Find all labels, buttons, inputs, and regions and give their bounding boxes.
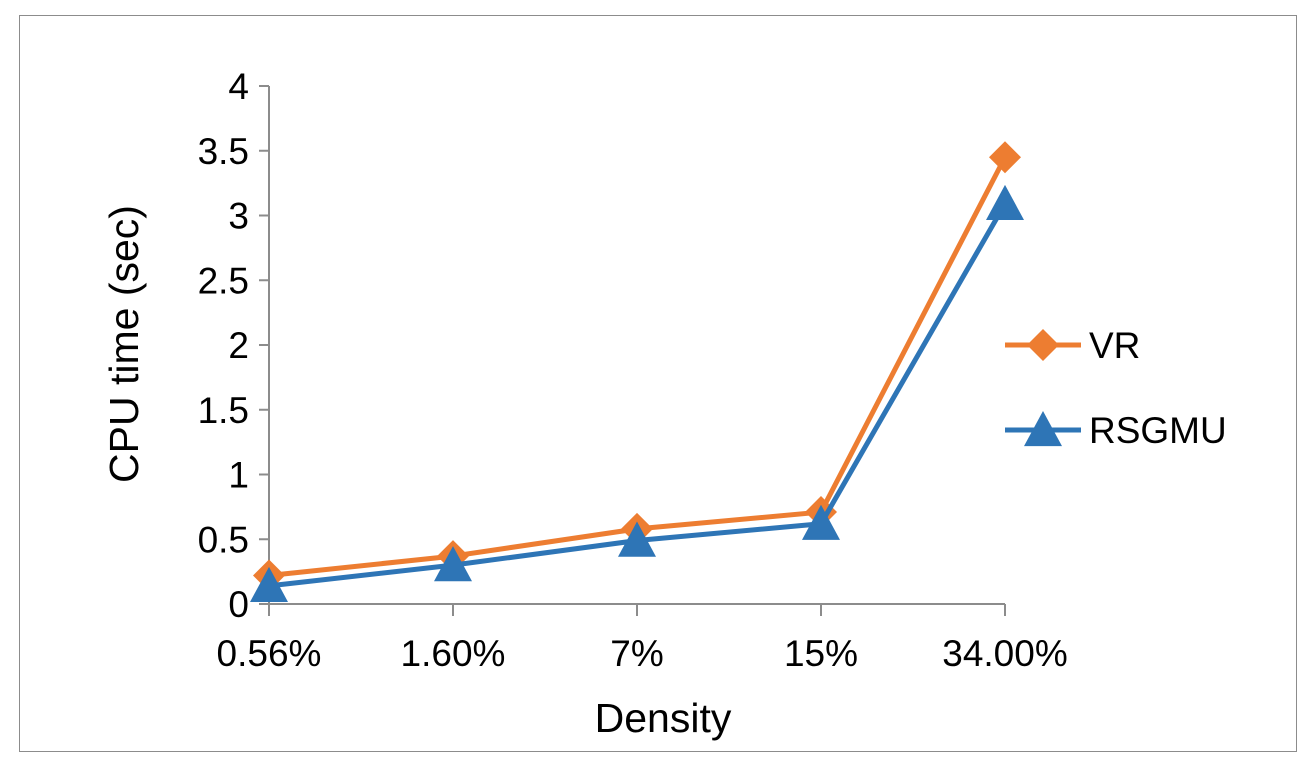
x-axis: 0.56% 1.60% 7% 15% 34.00% bbox=[217, 603, 1068, 674]
legend-item-rsgmu: RSGMU bbox=[1005, 410, 1227, 451]
y-axis-title: CPU time (sec) bbox=[101, 205, 147, 483]
y-tick-label: 2.5 bbox=[198, 260, 249, 301]
y-tick-label: 0 bbox=[228, 584, 249, 625]
x-axis-title: Density bbox=[595, 695, 732, 741]
x-tick-label: 7% bbox=[610, 633, 663, 674]
legend-item-vr: VR bbox=[1005, 325, 1140, 366]
legend: VR RSGMU bbox=[1005, 325, 1227, 451]
y-tick-label: 3.5 bbox=[198, 131, 249, 172]
y-tick-label: 1.5 bbox=[198, 390, 249, 431]
chart-frame: 0 0.5 1 1.5 2 2.5 3 3.5 4 0.56% 1.60% 7% 15% 34.00% … bbox=[19, 15, 1297, 752]
y-tick-label: 4 bbox=[228, 66, 249, 107]
data-point bbox=[618, 521, 656, 557]
legend-marker bbox=[1027, 329, 1059, 361]
y-tick-label: 3 bbox=[228, 196, 249, 237]
data-point bbox=[986, 184, 1024, 220]
x-tick-label: 34.00% bbox=[942, 633, 1068, 674]
series-layer bbox=[250, 141, 1024, 603]
data-point bbox=[802, 504, 840, 540]
x-tick-label: 15% bbox=[784, 633, 858, 674]
legend-marker bbox=[1024, 411, 1062, 447]
y-tick-label: 2 bbox=[228, 325, 249, 366]
y-tick-label: 1 bbox=[228, 455, 249, 496]
data-point bbox=[989, 141, 1021, 174]
legend-label: VR bbox=[1089, 325, 1140, 366]
x-tick-label: 1.60% bbox=[401, 633, 506, 674]
series-line bbox=[268, 156, 1008, 578]
data-point bbox=[434, 546, 472, 582]
data-point bbox=[250, 566, 288, 603]
x-tick-label: 0.56% bbox=[217, 633, 322, 674]
series-rsgmu bbox=[250, 184, 1024, 603]
y-axis: 0 0.5 1 1.5 2 2.5 3 3.5 4 bbox=[198, 66, 270, 625]
y-tick-label: 0.5 bbox=[198, 519, 249, 560]
line-chart: 00.511.522.533.54 0.56% 1.60% 7% 15% 34.00% … bbox=[101, 66, 1227, 741]
legend-label: RSGMU bbox=[1089, 410, 1227, 451]
